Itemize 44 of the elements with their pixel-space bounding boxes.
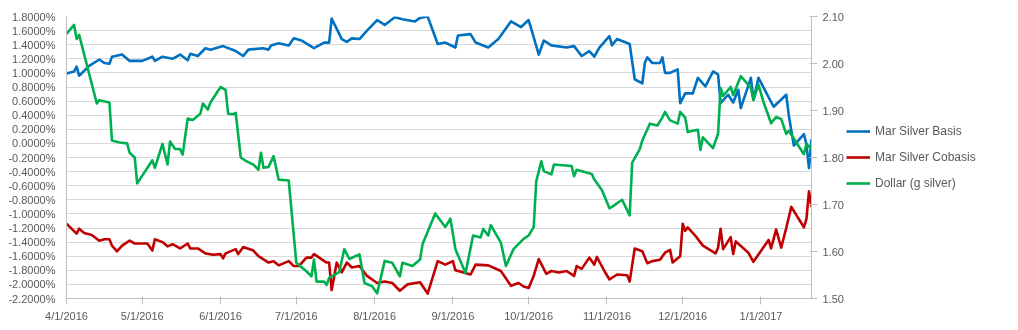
y-tick-label: -1.8000% bbox=[8, 264, 56, 277]
y-tick-label: 1.2000% bbox=[12, 52, 56, 65]
y-tick-label: 1.4000% bbox=[12, 38, 56, 51]
line-series bbox=[66, 190, 812, 295]
y-tick-label: -2.0000% bbox=[8, 278, 56, 291]
y2-tick-label: 1.60 bbox=[822, 245, 844, 258]
y-tick-label: 1.6000% bbox=[12, 24, 56, 37]
y-tick-label: -1.6000% bbox=[8, 250, 56, 263]
x-tick-label: 5/1/2016 bbox=[120, 309, 164, 322]
x-tick-label: 4/1/2016 bbox=[45, 309, 88, 322]
y-tick-label: -2.2000% bbox=[8, 292, 56, 305]
y-tick-label: -0.6000% bbox=[8, 179, 56, 192]
y2-tick-label: 1.80 bbox=[822, 151, 844, 164]
legend-label: Dollar (g silver) bbox=[875, 176, 956, 190]
y-tick-label: -0.8000% bbox=[8, 193, 56, 206]
y2-tick-label: 1.70 bbox=[822, 198, 844, 211]
y2-tick-label: 2.10 bbox=[822, 10, 844, 23]
x-tick-label: 6/1/2016 bbox=[199, 309, 242, 322]
x-tick-label: 11/1/2016 bbox=[582, 309, 632, 322]
y-tick-label: -1.0000% bbox=[8, 207, 56, 220]
y-tick-label: -0.2000% bbox=[8, 151, 56, 164]
y-tick-label: -0.4000% bbox=[8, 165, 56, 178]
x-tick-label: 12/1/2016 bbox=[658, 309, 708, 322]
y-tick-label: 0.2000% bbox=[12, 123, 56, 136]
x-tick-label: 9/1/2016 bbox=[431, 309, 475, 322]
y-tick-label: -1.4000% bbox=[8, 236, 56, 249]
y-tick-label: 0.6000% bbox=[12, 95, 56, 108]
y-tick-label: 0.4000% bbox=[12, 109, 56, 122]
y-tick-label: 1.8000% bbox=[12, 10, 56, 23]
y-tick-label: 0.8000% bbox=[12, 81, 56, 93]
y-tick-label: 1.0000% bbox=[12, 66, 56, 79]
x-tick-label: 8/1/2016 bbox=[353, 309, 397, 322]
x-tick-label: 7/1/2016 bbox=[274, 309, 318, 322]
y2-tick-label: 1.90 bbox=[822, 104, 844, 117]
x-tick-label: 10/1/2016 bbox=[504, 309, 554, 322]
y-tick-label: -1.2000% bbox=[8, 222, 56, 234]
line-series bbox=[66, 16, 812, 170]
legend-label: Mar Silver Basis bbox=[875, 124, 962, 138]
line-series bbox=[66, 23, 812, 295]
x-tick-label: 1/1/2017 bbox=[739, 309, 783, 322]
legend-label: Mar Silver Cobasis bbox=[875, 150, 976, 164]
y-tick-label: 0.0000% bbox=[12, 137, 56, 150]
y2-tick-label: 2.00 bbox=[822, 57, 844, 70]
y2-tick-label: 1.50 bbox=[822, 292, 844, 305]
